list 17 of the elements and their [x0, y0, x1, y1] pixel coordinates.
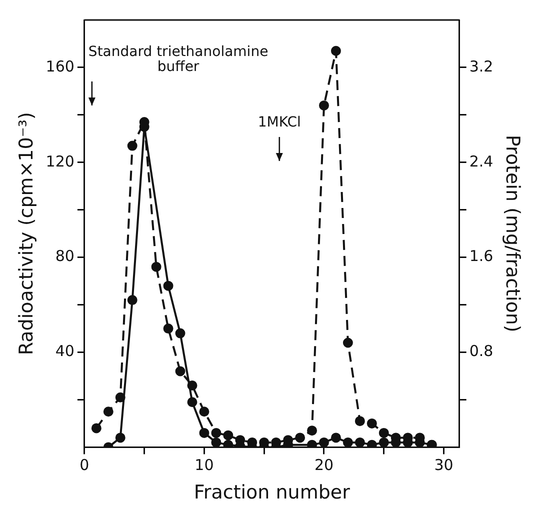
y2-tick-label: 0.8 [469, 342, 494, 360]
x-tick-label: 30 [434, 456, 454, 474]
y2-tick-label: 1.6 [469, 247, 494, 266]
annotation: 1MKCl [258, 114, 301, 131]
y-tick-label: 40 [55, 342, 74, 360]
y2-axis-title: Protein (mg/fraction) [502, 134, 524, 332]
x-axis-title: Fraction number [194, 482, 350, 504]
x-tick-label: 0 [80, 456, 90, 474]
y-tick-label: 80 [55, 247, 74, 266]
x-tick-label: 10 [194, 456, 214, 474]
y-tick-label: 120 [46, 152, 74, 170]
y2-tick-label: 3.2 [469, 57, 494, 76]
x-tick-label: 20 [314, 456, 334, 474]
y-tick-label: 160 [46, 57, 74, 76]
y-axis-title: Radioactivity (cpm×10⁻³) [15, 112, 38, 356]
annotation: Standard triethanolamine buffer [88, 44, 268, 76]
y2-tick-label: 2.4 [469, 152, 494, 170]
